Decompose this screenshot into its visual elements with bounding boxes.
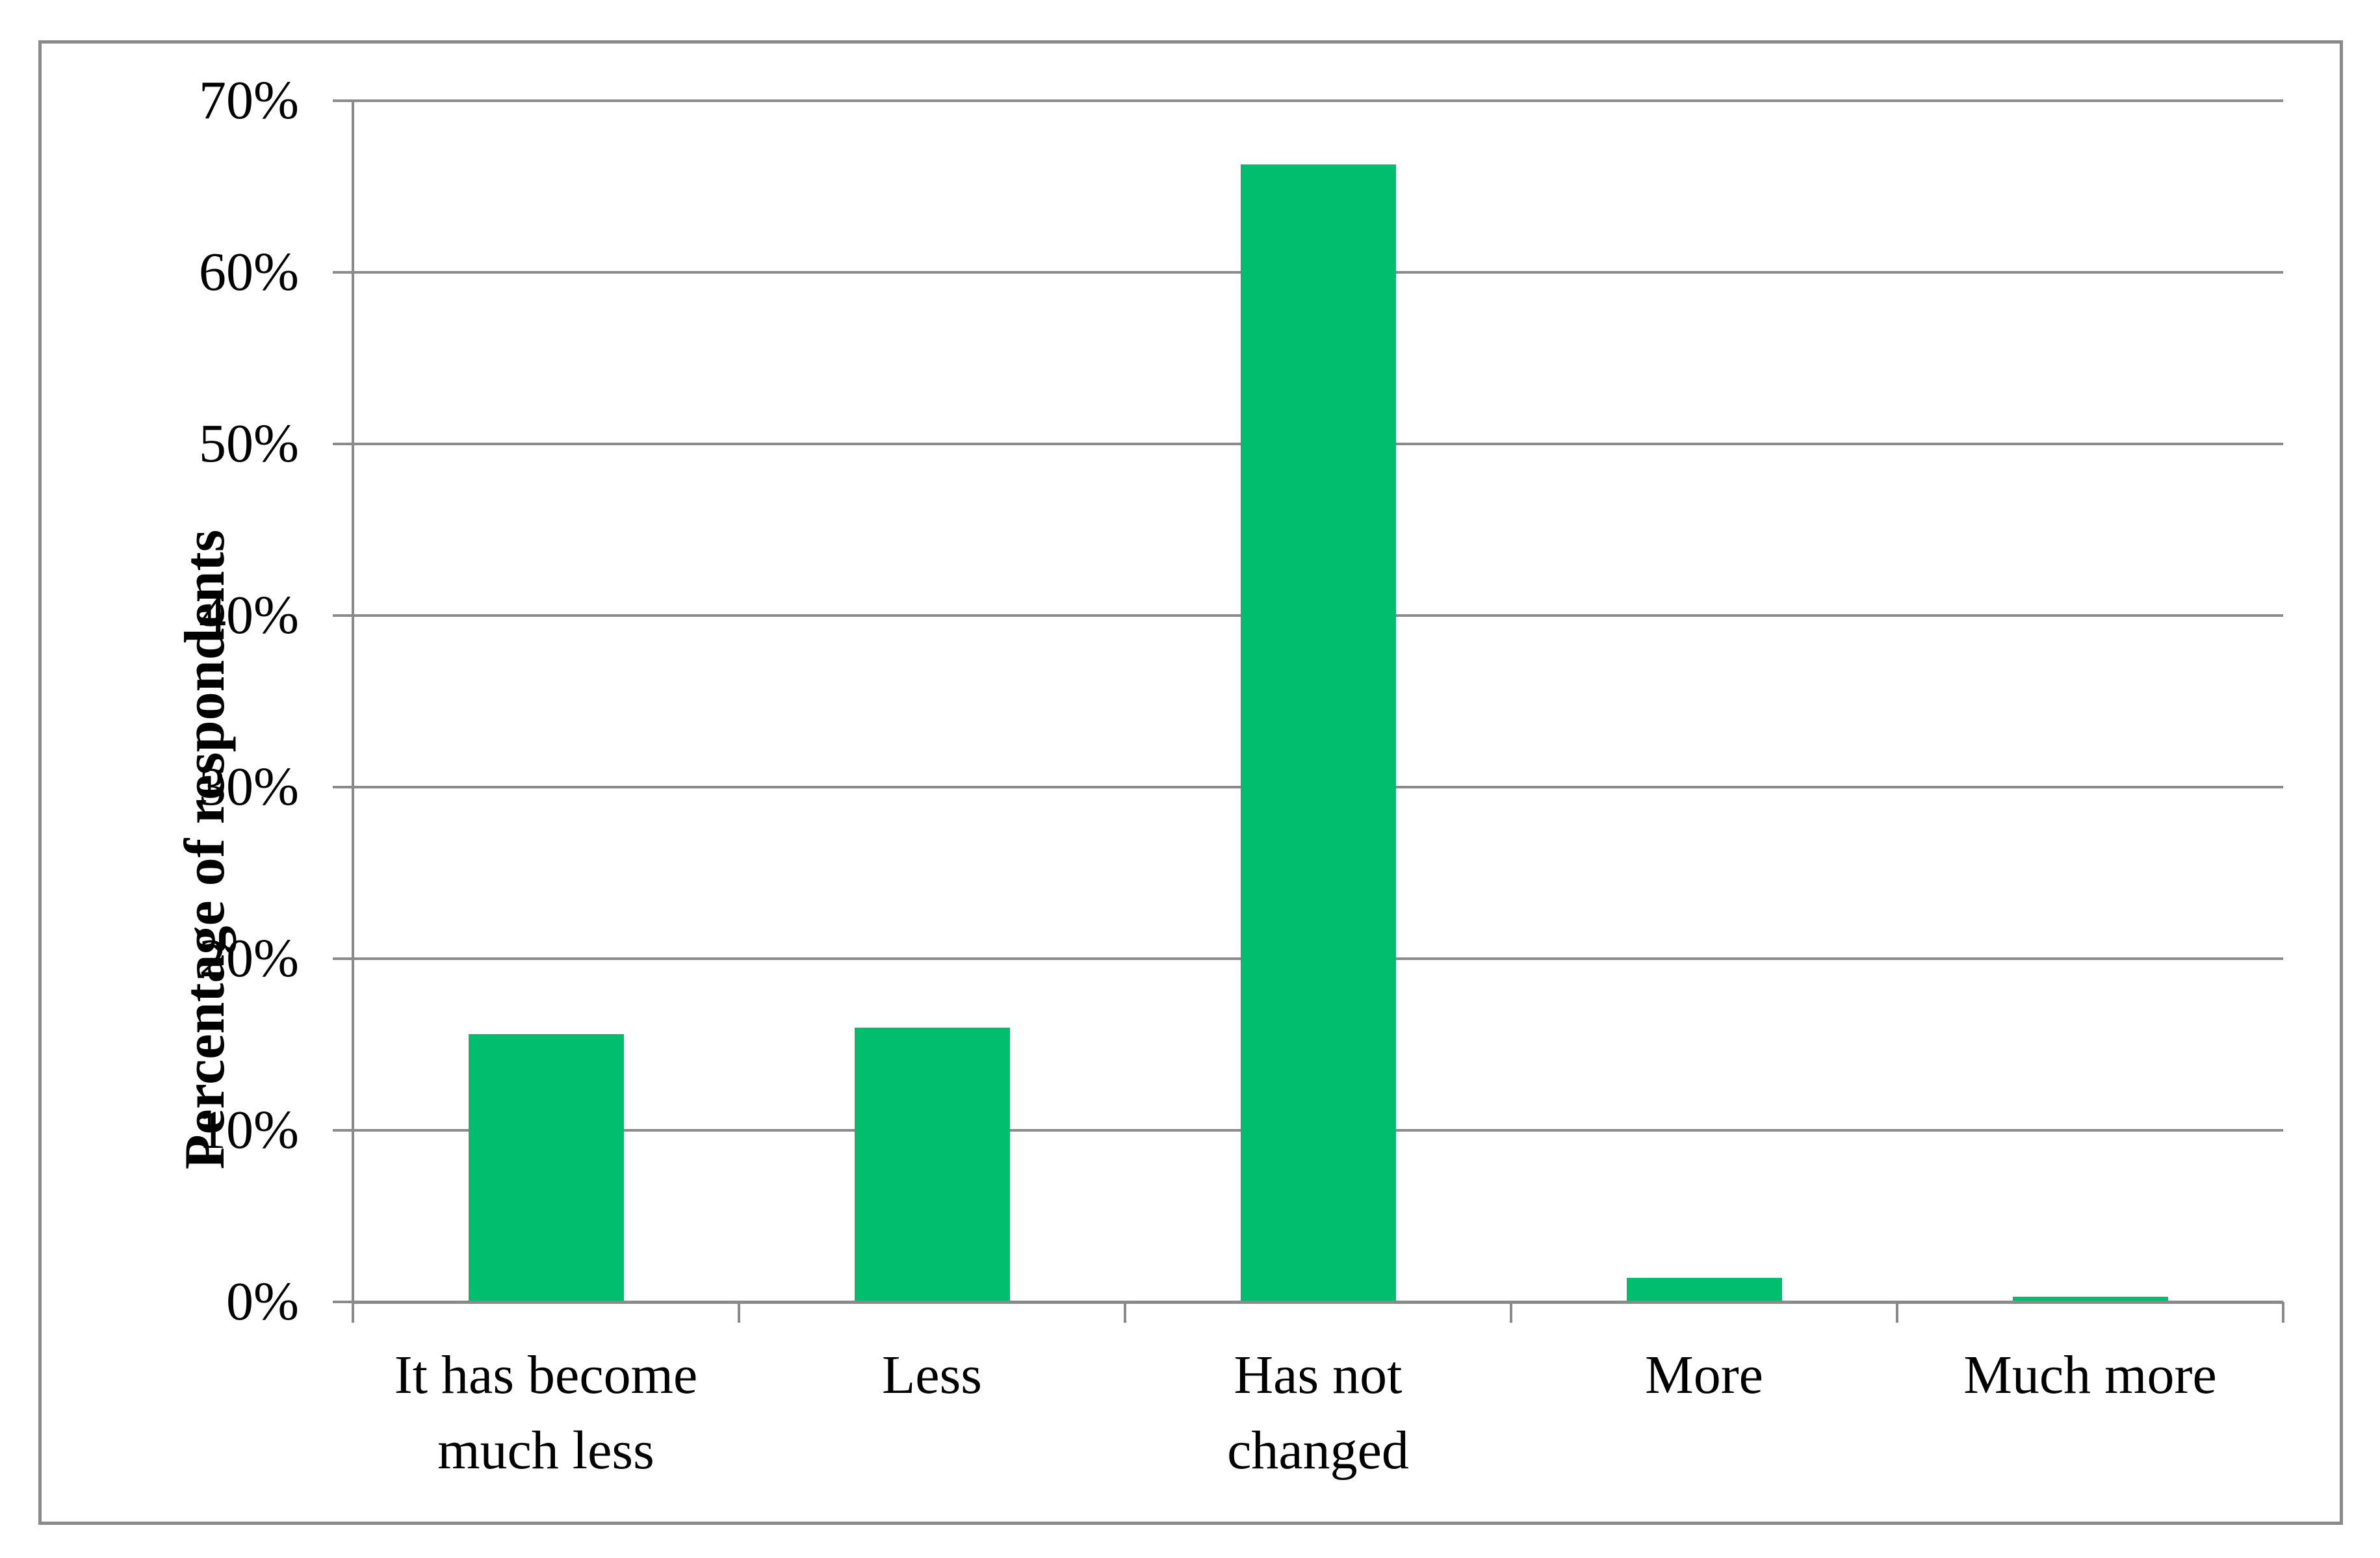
gridline-70pct xyxy=(353,99,2283,102)
x-tick-4 xyxy=(1896,1302,1898,1323)
x-category-label-has-not-changed: Has not changed xyxy=(1125,1338,1511,1488)
x-tick-5 xyxy=(2282,1302,2284,1323)
x-tick-3 xyxy=(1510,1302,1512,1323)
y-tick-70pct xyxy=(333,99,353,102)
y-tick-60pct xyxy=(333,271,353,274)
x-category-label-less: Less xyxy=(739,1338,1125,1413)
x-tick-0 xyxy=(352,1302,354,1323)
y-tick-label-40pct: 40% xyxy=(199,585,299,645)
x-category-label-line: Less xyxy=(882,1345,982,1405)
y-tick-label-0pct: 0% xyxy=(226,1271,299,1332)
y-tick-10pct xyxy=(333,1129,353,1132)
bar-much-more xyxy=(2012,1297,2168,1302)
bar-it-has-become-much-less xyxy=(468,1034,624,1302)
plot-area xyxy=(353,99,2283,1302)
x-category-label-much-more: Much more xyxy=(1897,1338,2283,1413)
chart-border-frame: Percentage of respondents xyxy=(38,40,2343,1525)
y-tick-label-20pct: 20% xyxy=(199,928,299,989)
y-tick-40pct xyxy=(333,614,353,617)
y-tick-label-30pct: 30% xyxy=(199,757,299,817)
x-category-label-line: Has not xyxy=(1234,1345,1403,1405)
x-category-label-line: changed xyxy=(1227,1420,1409,1481)
y-tick-label-60pct: 60% xyxy=(199,242,299,302)
bar-less xyxy=(854,1027,1010,1302)
y-tick-20pct xyxy=(333,957,353,960)
x-category-label-line: Much more xyxy=(1963,1345,2217,1405)
x-tick-2 xyxy=(1124,1302,1126,1323)
y-tick-label-10pct: 10% xyxy=(199,1100,299,1160)
x-category-label-line: It has become xyxy=(394,1345,698,1405)
bar-has-not-changed xyxy=(1240,164,1396,1302)
x-category-label-it-has-become-much-less: It has become much less xyxy=(353,1338,739,1488)
x-axis-line xyxy=(353,1301,2283,1304)
y-tick-label-70pct: 70% xyxy=(199,70,299,131)
y-tick-label-50pct: 50% xyxy=(199,413,299,474)
x-category-label-line: much less xyxy=(437,1420,654,1481)
x-category-label-more: More xyxy=(1511,1338,1897,1413)
y-tick-50pct xyxy=(333,443,353,445)
y-tick-0pct xyxy=(333,1301,353,1303)
x-category-label-line: More xyxy=(1645,1345,1763,1405)
y-tick-30pct xyxy=(333,786,353,788)
bar-more xyxy=(1626,1278,1782,1302)
y-axis-line xyxy=(352,101,354,1323)
x-tick-1 xyxy=(738,1302,740,1323)
